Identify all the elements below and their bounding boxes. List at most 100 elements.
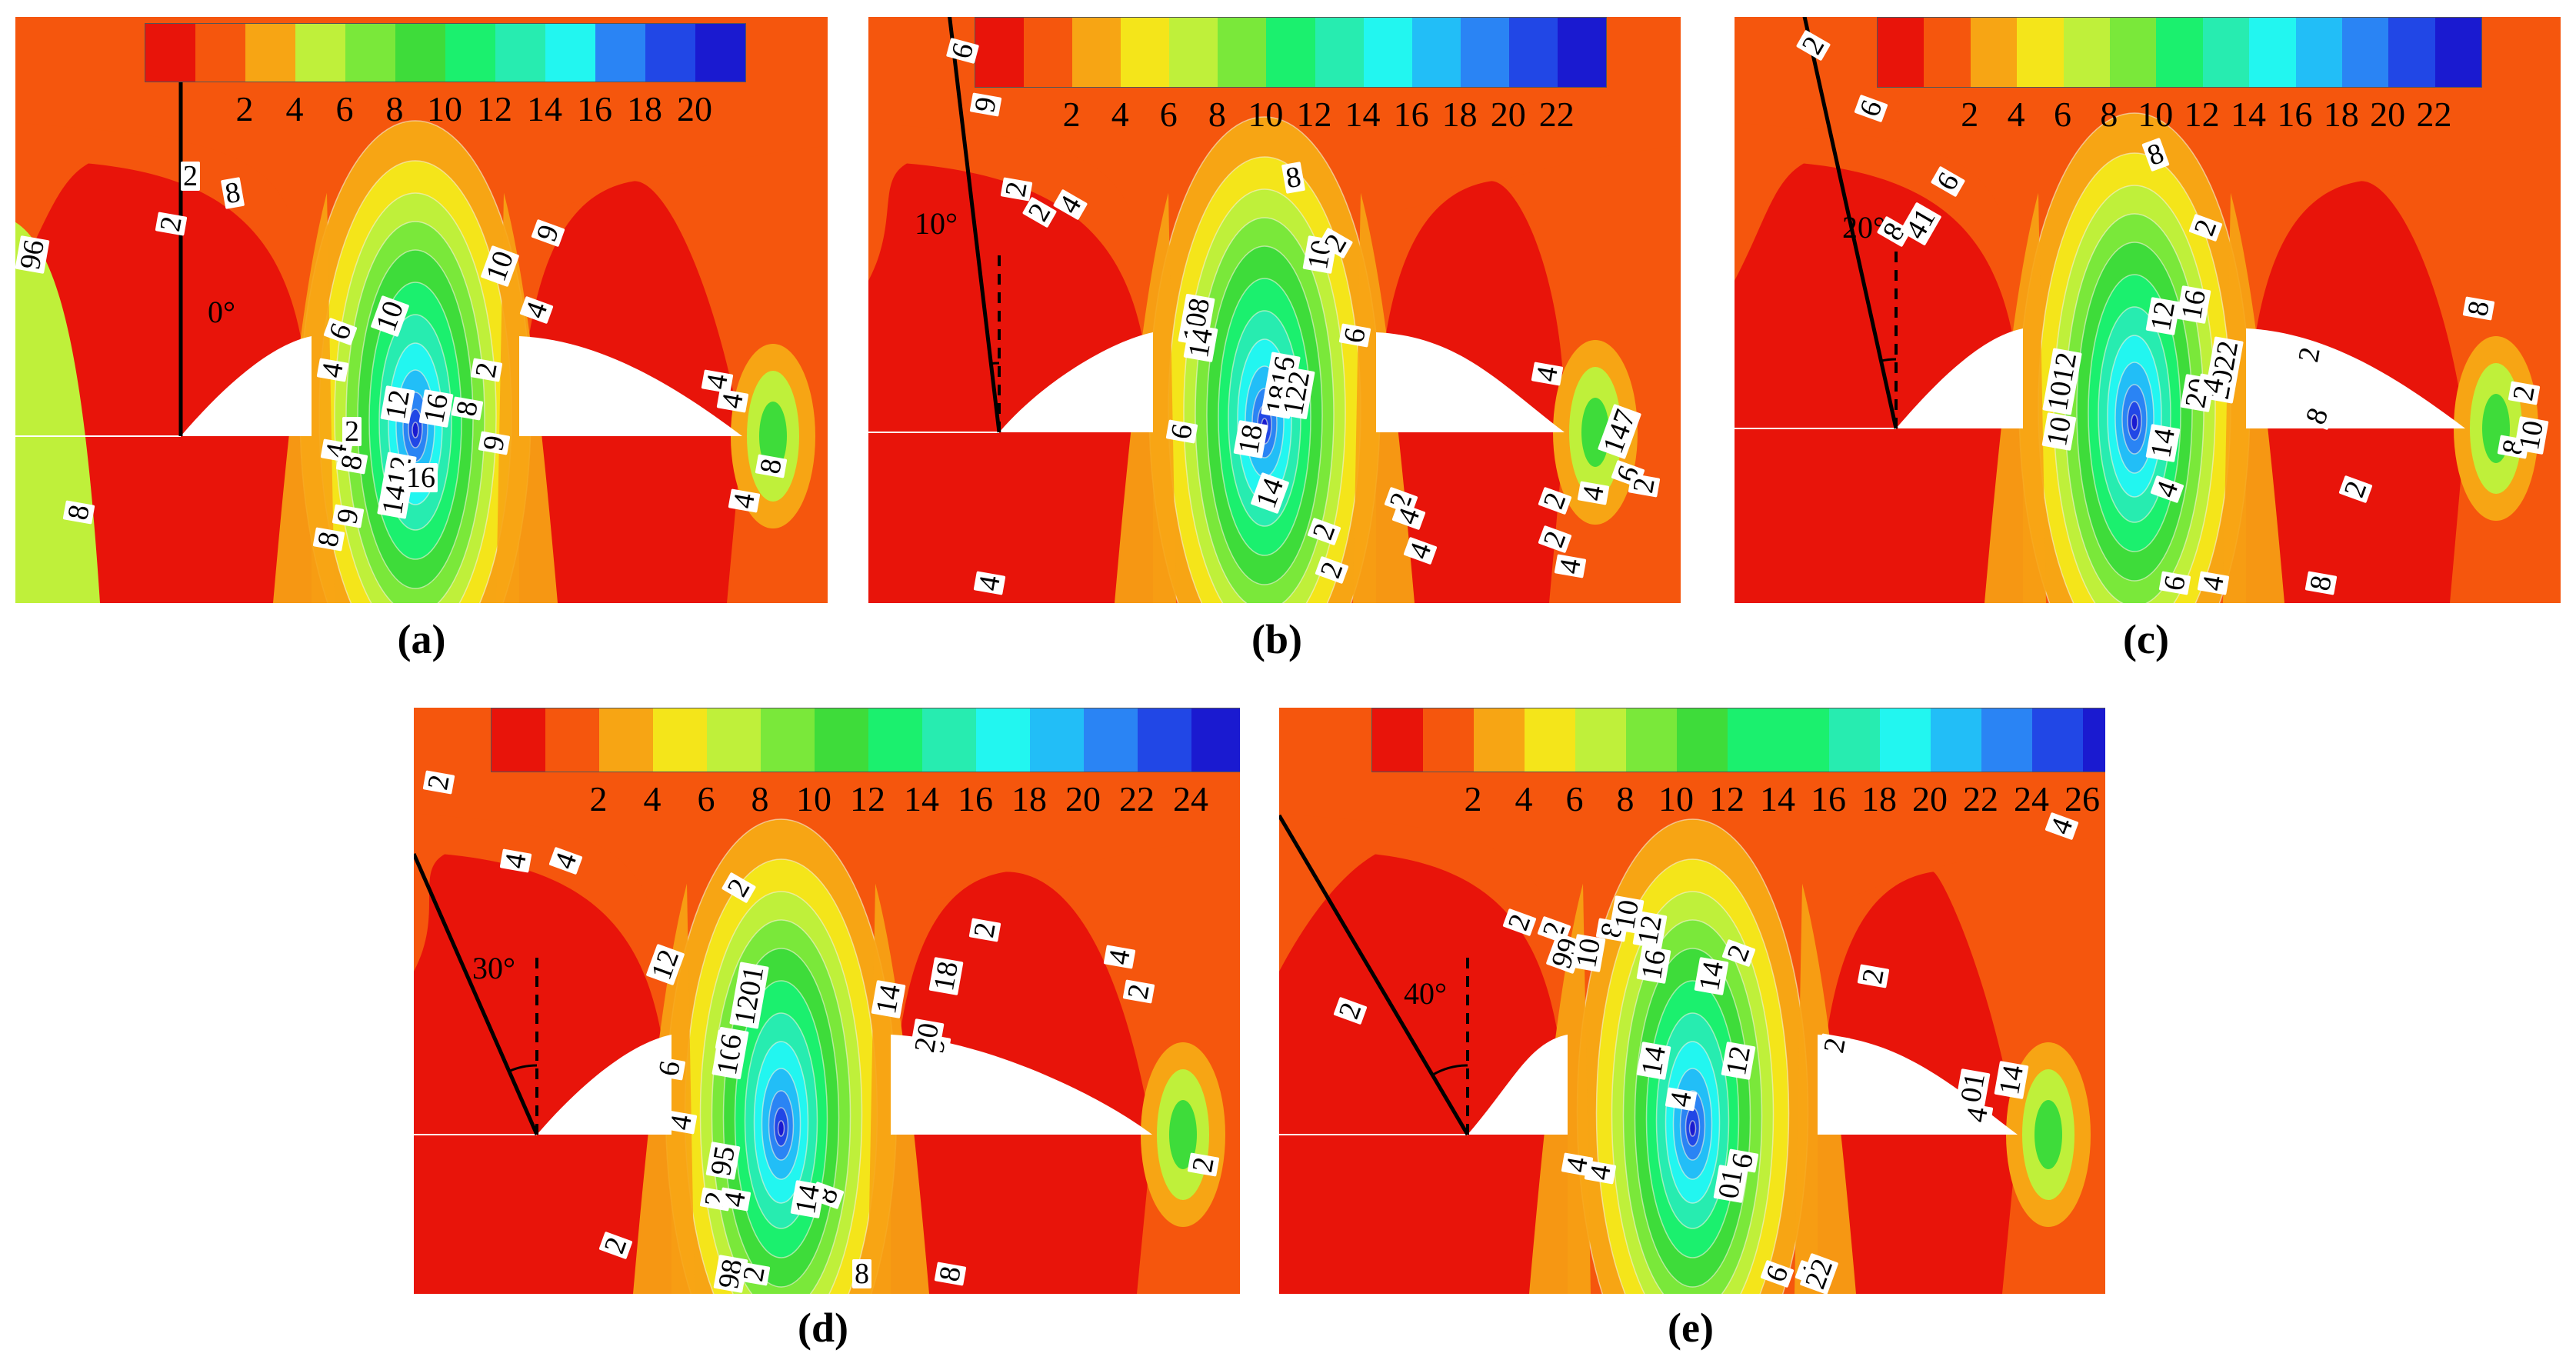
colorbar-tick-label: 18	[1011, 779, 1047, 818]
colorbar-tick-label: 26	[2064, 779, 2100, 818]
colorbar-swatch	[761, 708, 815, 772]
colorbar-swatch	[492, 708, 545, 772]
colorbar-tick-label: 14	[527, 89, 562, 128]
colorbar-swatch	[1121, 18, 1170, 87]
colorbar-b	[975, 17, 1607, 88]
angle-label-d: 30°	[472, 951, 515, 985]
contour-label: 16	[418, 389, 455, 428]
colorbar-tick-label: 20	[2370, 95, 2406, 134]
colorbar-swatch	[2249, 18, 2296, 87]
colorbar-tick-label: 22	[1119, 779, 1155, 818]
contour-label: 10	[1570, 934, 1607, 972]
colorbar-tick-label: 16	[958, 779, 993, 818]
colorbar-c	[1877, 17, 2482, 88]
colorbar-tick-label: 14	[1345, 95, 1381, 134]
contour-label: 18	[1232, 420, 1269, 458]
colorbar-swatch	[1508, 18, 1558, 87]
colorbar-tick-label: 2	[1062, 95, 1081, 134]
colorbar-swatch	[1072, 18, 1121, 87]
contour-label: 14	[1182, 324, 1219, 362]
angle-label-a: 0°	[208, 295, 235, 329]
colorbar-swatch	[2202, 18, 2250, 87]
colorbar-tick-label: 18	[2323, 95, 2359, 134]
colorbar-swatch	[195, 24, 245, 82]
colorbar-swatch	[1363, 18, 1412, 87]
colorbar-tick-label: 22	[2416, 95, 2452, 134]
wake-inner	[759, 402, 787, 471]
colorbar-swatch	[395, 24, 445, 82]
angle-label-e: 40°	[1404, 976, 1447, 1011]
contour-label: 12	[379, 385, 416, 424]
colorbar-swatch	[1677, 708, 1728, 772]
colorbar-swatch	[1169, 18, 1218, 87]
right-body	[519, 336, 742, 436]
colorbar-swatch	[1411, 18, 1461, 87]
contour-label: 14	[1635, 1042, 1672, 1080]
colorbar-tick-label: 16	[1811, 779, 1846, 818]
angle-arc	[508, 1064, 538, 1072]
colorbar-tick-label: 4	[643, 779, 661, 818]
colorbar-swatch	[653, 708, 707, 772]
contour-label: 20	[908, 1018, 945, 1057]
colorbar-swatch	[245, 24, 295, 82]
contour-label: 18	[928, 957, 965, 995]
colorbar-swatch	[645, 24, 695, 82]
left-body	[999, 332, 1153, 432]
colorbar-tick-label: 24	[2014, 779, 2049, 818]
colorbar-tick-label: 6	[1159, 95, 1178, 134]
caption-b: (b)	[1251, 616, 1302, 662]
plate-line	[1279, 814, 1470, 1136]
colorbar-swatch	[2434, 18, 2482, 87]
colorbar-swatch	[545, 708, 599, 772]
colorbar-tick-label: 22	[1538, 95, 1575, 134]
colorbar-tick-label: 16	[577, 89, 612, 128]
contour-level-12	[1688, 1120, 1697, 1137]
panel-c: 2 4 6 8 10 12 14 16 18 20 22 20° 2 6 6 8 41 2 8 12 16 2022 20 4…	[1735, 17, 2561, 603]
colorbar-swatch	[1030, 708, 1084, 772]
colorbar-ticks-d: 2 4 6 8 10 12 14 16 18 20 22 24	[572, 778, 1218, 819]
contour-label: 14	[1993, 1061, 2030, 1099]
colorbar-swatch	[1878, 18, 1925, 87]
colorbar-swatch	[975, 18, 1025, 87]
colorbar-swatch	[295, 24, 345, 82]
left-high-region	[868, 163, 1153, 603]
left-body	[1896, 328, 2023, 428]
contour-label: 14	[2144, 424, 2181, 462]
colorbar-swatch	[695, 24, 745, 82]
panel-e: 2 4 6 8 10 12 14 16 18 20 22 24 26 40° 2 2 2 99 10 8 10 12 16 1…	[1279, 708, 2105, 1294]
colorbar-tick-label: 10	[2138, 95, 2174, 134]
colorbar-ticks-a: 2 4 6 8 10 12 14 16 18 20	[220, 88, 720, 129]
left-high-region	[1279, 854, 1568, 1294]
contour-label: 10	[2041, 412, 2078, 451]
caption-d: (d)	[798, 1305, 848, 1351]
contour-label: 95	[705, 1142, 741, 1180]
colorbar-a	[145, 23, 746, 82]
colorbar-swatch	[1981, 708, 2032, 772]
panel-a: 2 4 6 8 10 12 14 16 18 20 0° 2 8 96 2 6 10 10 9 4 4 2 12 16 8 9 4 8…	[15, 17, 828, 603]
colorbar-tick-label: 6	[335, 89, 354, 128]
angle-arc	[1431, 1064, 1468, 1076]
colorbar-swatch	[2388, 18, 2435, 87]
angle-label-b: 10°	[915, 206, 958, 241]
colorbar-swatch	[1460, 18, 1509, 87]
left-body	[181, 336, 312, 436]
colorbar-swatch	[2156, 18, 2203, 87]
colorbar-swatch	[1924, 18, 1971, 87]
contour-field-d	[414, 708, 1240, 1294]
colorbar-tick-label: 2	[235, 89, 254, 128]
angle-arc	[991, 362, 1000, 365]
colorbar-swatch	[2017, 18, 2064, 87]
colorbar-swatch	[1191, 708, 1240, 772]
colorbar-swatch	[1728, 708, 1778, 772]
colorbar-swatch	[595, 24, 645, 82]
colorbar-tick-label: 10	[1248, 95, 1284, 134]
colorbar-swatch	[1970, 18, 2018, 87]
colorbar-tick-label: 10	[427, 89, 462, 128]
colorbar-swatch	[1778, 708, 1829, 772]
contour-label: 12	[1631, 911, 1668, 949]
contour-level-12	[412, 422, 419, 438]
colorbar-ticks-c: 2 4 6 8 10 12 14 16 18 20 22	[1947, 94, 2458, 135]
colorbar-tick-label: 18	[627, 89, 662, 128]
colorbar-swatch	[2295, 18, 2342, 87]
panel-d: 2468101214161820222430°24412120110166429…	[414, 708, 1240, 1294]
